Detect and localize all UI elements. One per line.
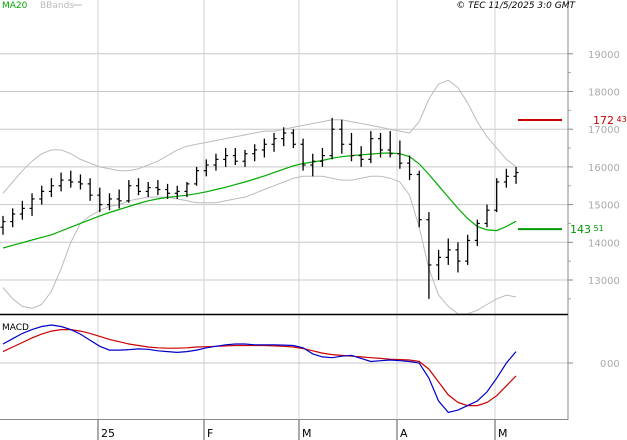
price-axis-ticks: 19000 18000 17000 16000 15000 14000 13000: [568, 50, 620, 300]
ohlc-bar: [494, 178, 500, 213]
ohlc-bar: [68, 170, 74, 188]
ohlc-bar: [416, 170, 422, 228]
ohlc-bar: [271, 132, 277, 152]
ohlc-bar: [474, 219, 480, 247]
ohlc-bar: [503, 168, 509, 188]
ohlc-bar: [87, 178, 93, 201]
price-tick-label: 15000: [588, 201, 620, 212]
ohlc-bar: [329, 117, 335, 160]
ohlc-bar: [455, 242, 461, 273]
ohlc-bar: [29, 193, 35, 216]
ohlc-bar: [281, 127, 287, 147]
x-axis: 25 F M A M: [97, 419, 508, 440]
ohlc-bar: [136, 178, 142, 196]
ohlc-bar: [407, 155, 413, 181]
ohlc-bar: [290, 129, 296, 149]
price-tick-label: 17000: [588, 125, 620, 136]
macd-tick-label: 0: [600, 359, 606, 370]
macd-signal-line: [2, 329, 517, 407]
macd-axis-ticks: 0 00: [568, 359, 620, 370]
ohlc-bar: [319, 148, 325, 167]
ohlc-bar: [19, 200, 25, 220]
bband-lower-line: [2, 175, 517, 315]
x-tick-label: M: [302, 427, 312, 440]
ohlc-bar: [232, 148, 238, 166]
macd-tick-label: 00: [607, 359, 620, 370]
ohlc-bar: [223, 148, 229, 167]
ohlc-bar: [145, 181, 151, 198]
price-bars: [0, 117, 519, 299]
ohlc-bar: [155, 180, 161, 196]
legend-ma20: MA20: [2, 1, 28, 11]
ohlc-bar: [378, 132, 384, 158]
x-tick-label: 25: [101, 427, 115, 440]
ohlc-bar: [358, 146, 364, 167]
price-levels: 172 43 143 51: [518, 114, 627, 236]
price-tick-label: 19000: [588, 50, 620, 61]
ohlc-bar: [339, 119, 345, 154]
ohlc-bar: [242, 149, 248, 167]
bband-upper-line: [2, 79, 517, 194]
ohlc-bar: [58, 172, 64, 192]
ohlc-bar: [39, 185, 45, 205]
price-grid: [0, 0, 568, 419]
resistance-level-label: 172 43: [593, 114, 627, 127]
ohlc-bar: [261, 138, 267, 158]
ohlc-bar: [77, 174, 83, 190]
ohlc-bar: [445, 238, 451, 265]
ohlc-bar: [310, 153, 316, 177]
ohlc-bar: [387, 131, 393, 158]
ohlc-bar: [97, 187, 103, 213]
ohlc-bar: [203, 159, 209, 177]
ohlc-bar: [397, 140, 403, 169]
support-level-label: 143 51: [570, 223, 604, 236]
price-tick-label: 13000: [588, 276, 620, 287]
x-tick-label: F: [207, 427, 213, 440]
price-tick-label: 18000: [588, 88, 620, 99]
ohlc-bar: [465, 234, 471, 265]
ohlc-bar: [300, 138, 306, 171]
ma20-line: [2, 152, 517, 249]
bollinger-bands: [2, 79, 517, 315]
ohlc-bar: [106, 193, 112, 211]
ohlc-bar: [368, 131, 374, 164]
ohlc-bar: [10, 208, 16, 228]
ohlc-bar: [184, 181, 190, 198]
ohlc-bar: [165, 183, 171, 199]
ohlc-bar: [252, 144, 258, 162]
price-tick-label: 14000: [588, 238, 620, 249]
ma20-polyline: [2, 152, 517, 249]
ohlc-bar: [348, 132, 354, 162]
ohlc-bar: [0, 215, 6, 235]
ohlc-bar: [213, 153, 219, 171]
ohlc-bar: [436, 249, 442, 280]
legend-bbands: BBands: [40, 1, 74, 11]
macd-legend: MACD: [2, 323, 29, 333]
ohlc-bar: [174, 185, 180, 199]
ohlc-bar: [48, 178, 54, 198]
ohlc-bar: [116, 189, 122, 209]
ohlc-bar: [426, 212, 432, 299]
ohlc-bar: [484, 204, 490, 228]
x-tick-label: M: [498, 427, 508, 440]
macd-line: [2, 324, 517, 414]
ohlc-bar: [126, 180, 132, 203]
copyright-text: © TEC 11/5/2025 3:0 GMT: [456, 1, 576, 11]
ohlc-bar: [513, 166, 519, 184]
price-tick-label: 16000: [588, 163, 620, 174]
macd-lines: [2, 324, 517, 414]
ohlc-bar: [194, 166, 200, 186]
x-tick-label: A: [400, 427, 408, 440]
